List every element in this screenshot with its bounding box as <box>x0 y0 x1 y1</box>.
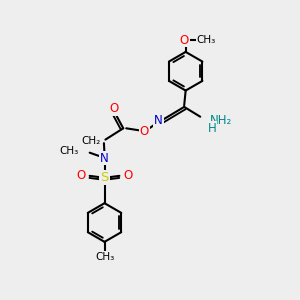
Text: O: O <box>140 125 149 138</box>
Text: O: O <box>180 34 189 46</box>
Text: NH₂: NH₂ <box>210 114 232 127</box>
Text: N: N <box>154 114 163 127</box>
Text: CH₂: CH₂ <box>82 136 101 146</box>
Text: CH₃: CH₃ <box>59 146 79 157</box>
Text: N: N <box>100 152 109 164</box>
Text: O: O <box>77 169 86 182</box>
Text: CH₃: CH₃ <box>95 252 114 262</box>
Text: S: S <box>100 171 109 184</box>
Text: CH₃: CH₃ <box>197 35 216 45</box>
Text: H: H <box>208 122 217 135</box>
Text: O: O <box>123 169 132 182</box>
Text: O: O <box>110 102 119 115</box>
